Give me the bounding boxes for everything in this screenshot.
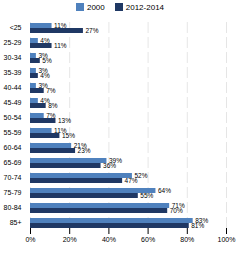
svg-text:27%: 27% bbox=[85, 27, 98, 34]
svg-text:36%: 36% bbox=[103, 162, 116, 169]
svg-text:47%: 47% bbox=[125, 177, 138, 184]
svg-text:70-74: 70-74 bbox=[4, 174, 22, 181]
svg-text:71%: 71% bbox=[171, 202, 185, 210]
svg-text:83%: 83% bbox=[195, 217, 209, 225]
svg-text:11%: 11% bbox=[54, 42, 67, 49]
svg-text:3%: 3% bbox=[38, 82, 48, 90]
svg-text:65-69: 65-69 bbox=[4, 159, 22, 166]
svg-text:5%: 5% bbox=[42, 57, 52, 64]
svg-text:15%: 15% bbox=[62, 132, 75, 139]
svg-text:4%: 4% bbox=[40, 97, 50, 105]
svg-text:39%: 39% bbox=[108, 157, 122, 165]
svg-text:60-64: 60-64 bbox=[4, 144, 22, 151]
svg-text:81%: 81% bbox=[191, 222, 204, 229]
svg-text:100%: 100% bbox=[218, 236, 236, 243]
svg-text:21%: 21% bbox=[73, 142, 87, 150]
svg-text:4%: 4% bbox=[40, 72, 50, 79]
svg-text:13%: 13% bbox=[58, 117, 71, 124]
svg-text:80-84: 80-84 bbox=[4, 204, 22, 211]
svg-text:7%: 7% bbox=[46, 112, 56, 119]
svg-text:55%: 55% bbox=[140, 192, 153, 199]
svg-text:35-39: 35-39 bbox=[4, 69, 22, 76]
svg-text:8%: 8% bbox=[48, 102, 58, 109]
svg-text:3%: 3% bbox=[38, 52, 48, 60]
svg-text:<25: <25 bbox=[10, 24, 22, 31]
svg-text:40%: 40% bbox=[102, 236, 116, 243]
svg-text:25-29: 25-29 bbox=[4, 39, 22, 46]
svg-text:60%: 60% bbox=[141, 236, 155, 243]
svg-text:0%: 0% bbox=[25, 236, 35, 243]
svg-text:55-59: 55-59 bbox=[4, 129, 22, 136]
svg-text:85+: 85+ bbox=[10, 219, 22, 226]
svg-text:11%: 11% bbox=[54, 127, 67, 135]
svg-text:64%: 64% bbox=[158, 187, 171, 194]
svg-text:52%: 52% bbox=[134, 172, 148, 180]
svg-text:3%: 3% bbox=[38, 67, 48, 75]
svg-text:50-54: 50-54 bbox=[4, 114, 22, 121]
svg-text:70%: 70% bbox=[170, 207, 183, 214]
svg-text:7%: 7% bbox=[46, 87, 56, 94]
svg-text:40-44: 40-44 bbox=[4, 84, 22, 91]
svg-text:45-49: 45-49 bbox=[4, 99, 22, 106]
svg-text:23%: 23% bbox=[78, 147, 91, 154]
svg-text:75-79: 75-79 bbox=[4, 189, 22, 196]
html-text:2000: 2000 bbox=[87, 2, 105, 12]
svg-text:4%: 4% bbox=[40, 37, 50, 44]
html-text:2012-2014: 2012-2014 bbox=[125, 2, 164, 12]
svg-text:80%: 80% bbox=[180, 236, 194, 243]
svg-text:11%: 11% bbox=[54, 22, 67, 29]
svg-text:30-34: 30-34 bbox=[4, 54, 22, 61]
svg-text:20%: 20% bbox=[63, 236, 77, 243]
